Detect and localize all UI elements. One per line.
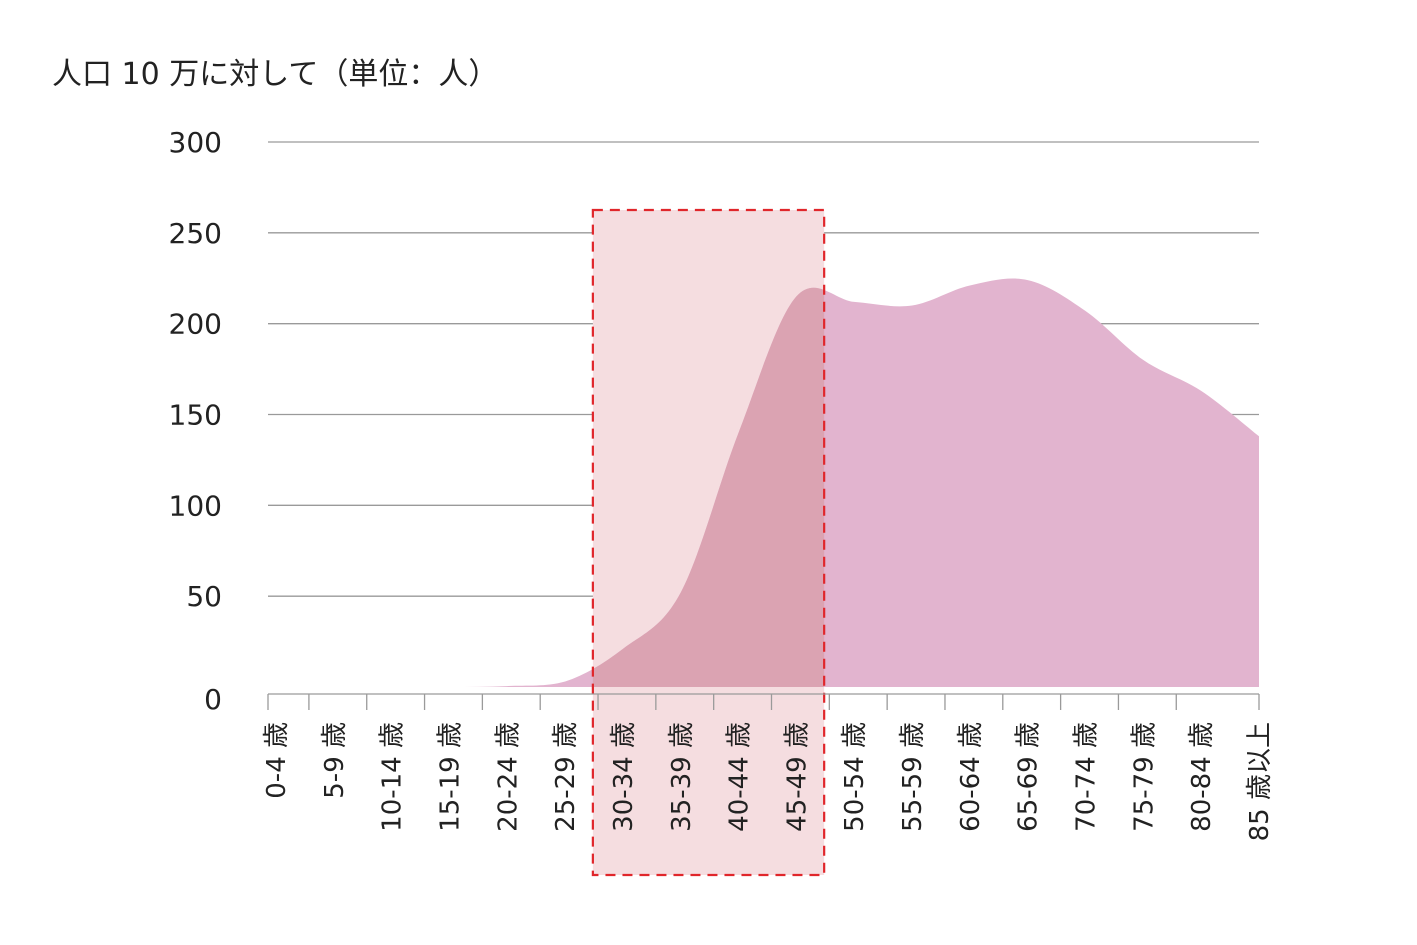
data-area bbox=[276, 278, 1259, 687]
y-tick-label: 100 bbox=[169, 489, 222, 522]
x-tick-label: 75-79 歳 bbox=[1129, 722, 1159, 832]
y-tick-label: 300 bbox=[169, 126, 222, 159]
x-tick-labels: 0-4 歳 5-9 歳 10-14 歳 15-19 歳 20-24 歳 25-29 歳 30… bbox=[262, 722, 1275, 841]
x-tick-label: 5-9 歳 bbox=[320, 722, 350, 799]
x-tick-label: 80-84 歳 bbox=[1187, 722, 1217, 832]
y-tick-label: 150 bbox=[169, 399, 222, 432]
x-tick-label: 30-34 歳 bbox=[609, 722, 639, 832]
y-axis-title: 人口 10 万に対して（単位：人） bbox=[52, 57, 498, 92]
y-tick-labels: 0 50 100 150 200 250 300 bbox=[169, 126, 222, 716]
x-tick-label: 65-69 歳 bbox=[1014, 722, 1044, 832]
x-tick-label: 55-59 歳 bbox=[898, 722, 928, 832]
x-axis bbox=[267, 693, 1260, 710]
x-tick-label: 40-44 歳 bbox=[725, 722, 755, 832]
y-tick-label: 50 bbox=[186, 580, 222, 613]
x-tick-label: 0-4 歳 bbox=[262, 722, 292, 799]
x-tick-label: 50-54 歳 bbox=[840, 722, 870, 832]
y-tick-label: 0 bbox=[204, 683, 222, 716]
x-tick-label: 10-14 歳 bbox=[378, 722, 408, 832]
y-tick-label: 200 bbox=[169, 308, 222, 341]
x-tick-label: 35-39 歳 bbox=[667, 722, 697, 832]
area-series-highlighted bbox=[592, 287, 825, 687]
x-tick-label: 45-49 歳 bbox=[782, 722, 812, 832]
highlight-dashed-box bbox=[591, 208, 826, 877]
x-tick-label: 85 歳以上 bbox=[1245, 722, 1275, 841]
y-tick-label: 250 bbox=[169, 217, 222, 250]
x-tick-label: 15-19 歳 bbox=[435, 722, 465, 832]
x-tick-label: 20-24 歳 bbox=[493, 722, 523, 832]
x-tick-label: 25-29 歳 bbox=[551, 722, 581, 832]
x-tick-label: 70-74 歳 bbox=[1072, 722, 1102, 832]
x-tick-label: 60-64 歳 bbox=[956, 722, 986, 832]
highlight-border bbox=[591, 208, 826, 877]
